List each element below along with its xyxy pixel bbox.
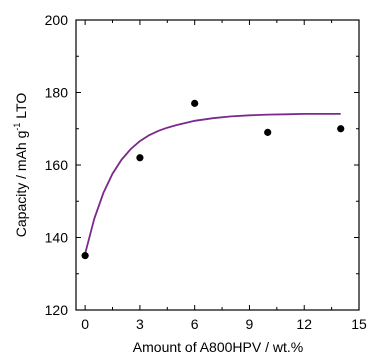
y-tick-label: 160 (45, 157, 69, 173)
data-point (337, 125, 345, 133)
y-tick-label: 200 (45, 12, 69, 28)
x-tick-label: 6 (191, 316, 199, 332)
y-axis-label: Capacity / mAh g-1 LTO (12, 93, 29, 238)
fit-curve (84, 113, 341, 255)
data-point (136, 154, 144, 162)
y-tick-label: 140 (45, 230, 69, 246)
y-tick-label: 180 (45, 85, 69, 101)
y-tick-label: 120 (45, 302, 69, 318)
data-point (264, 128, 272, 136)
tick-labels: 0 3 6 9 12 15 120 140 160 180 200 (45, 12, 367, 332)
x-tick-label: 12 (296, 316, 312, 332)
x-tick-label: 3 (136, 316, 144, 332)
x-axis-label: Amount of A800HPV / wt.% (133, 339, 303, 355)
x-tick-label: 15 (351, 316, 367, 332)
data-point (191, 99, 199, 107)
data-point (81, 252, 89, 260)
x-tick-label: 0 (81, 316, 89, 332)
x-tick-label: 9 (246, 316, 254, 332)
axis-ticks (76, 19, 360, 311)
data-points (81, 99, 345, 260)
